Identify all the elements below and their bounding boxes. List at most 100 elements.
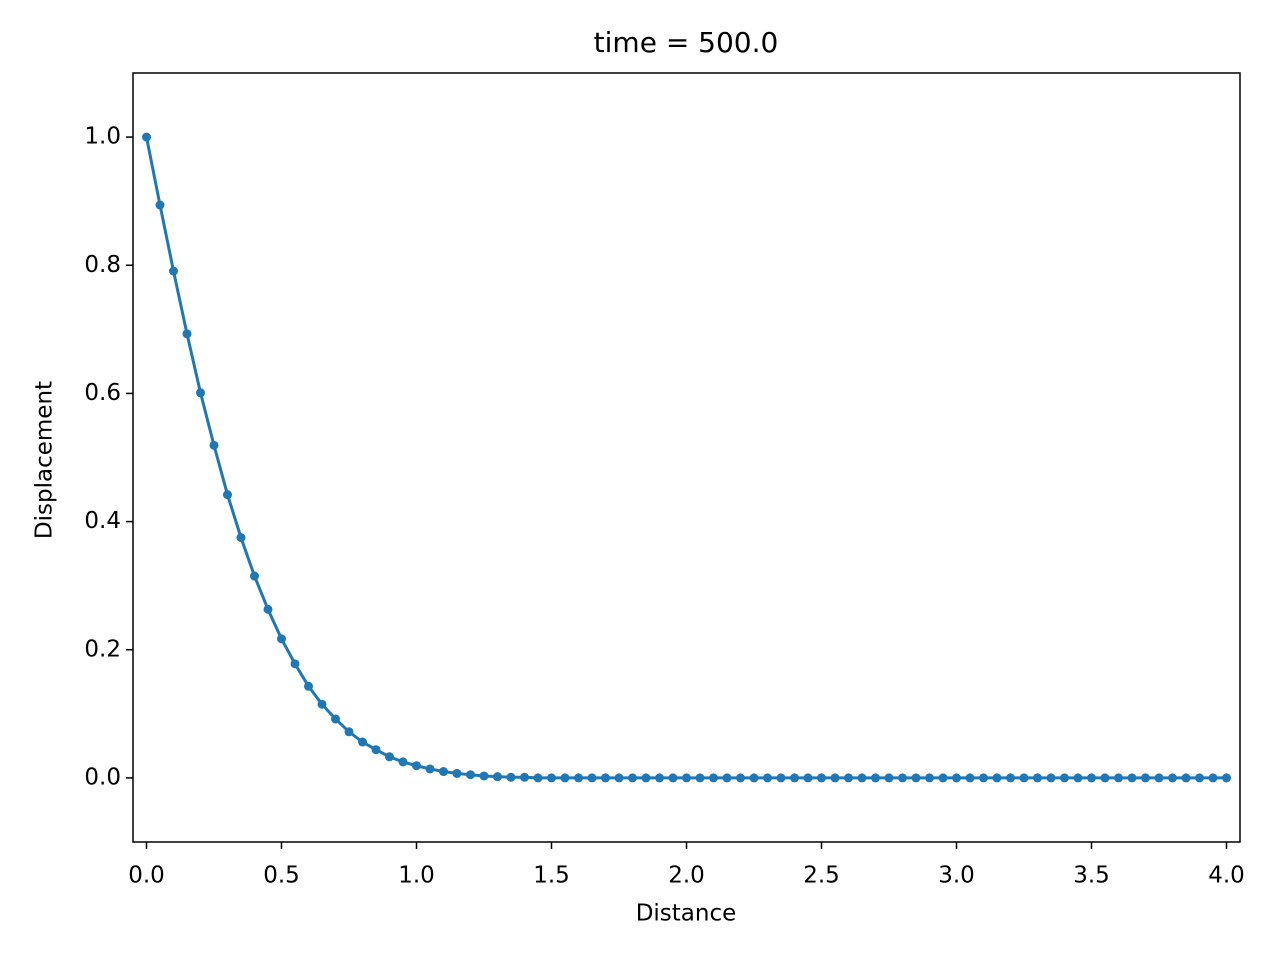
data-point — [155, 200, 165, 210]
data-point — [344, 727, 354, 737]
data-point — [790, 773, 799, 783]
data-point — [1100, 773, 1110, 783]
data-point — [182, 329, 192, 339]
data-point — [938, 773, 948, 783]
data-point — [1208, 773, 1218, 783]
data-point — [290, 659, 300, 669]
data-point — [520, 772, 529, 782]
data-point — [925, 773, 934, 783]
data-point — [898, 773, 907, 783]
y-tick-label: 0.8 — [84, 252, 121, 278]
x-tick-label: 3.0 — [938, 863, 975, 889]
data-point — [817, 773, 826, 783]
data-point — [358, 737, 367, 747]
data-point — [574, 773, 583, 783]
data-point — [277, 634, 286, 644]
data-point — [317, 699, 327, 709]
data-point — [965, 773, 975, 783]
data-point — [1073, 773, 1083, 783]
x-axis-label: Distance — [636, 901, 737, 927]
data-point — [1154, 773, 1164, 783]
x-tick-label: 4.0 — [1208, 863, 1245, 889]
data-point — [250, 571, 259, 581]
data-point — [1046, 773, 1056, 783]
y-tick-label: 0.2 — [84, 636, 121, 662]
data-point — [857, 773, 867, 783]
data-point — [1060, 773, 1069, 783]
y-tick-label: 0.4 — [84, 508, 121, 534]
data-point — [425, 764, 435, 774]
data-point — [331, 714, 340, 724]
chart-title: time = 500.0 — [594, 26, 779, 59]
y-tick-label: 1.0 — [84, 124, 121, 150]
data-point — [533, 773, 543, 783]
data-point — [911, 773, 921, 783]
data-point — [803, 773, 813, 783]
data-point — [1114, 773, 1123, 783]
data-point — [1222, 773, 1231, 783]
y-axis-label: Displacement — [32, 381, 58, 539]
plot-frame — [132, 72, 1241, 843]
data-point — [385, 752, 394, 762]
data-point — [560, 773, 570, 783]
data-point — [1195, 773, 1204, 783]
data-point — [479, 771, 489, 781]
data-point — [412, 761, 421, 771]
data-point — [830, 773, 840, 783]
data-point — [844, 773, 853, 783]
data-point — [587, 773, 597, 783]
data-point — [196, 388, 205, 398]
data-point — [452, 768, 462, 778]
x-tick-label: 0.0 — [128, 863, 165, 889]
x-tick-label: 2.5 — [803, 863, 840, 889]
data-point — [601, 773, 610, 783]
data-point — [641, 773, 651, 783]
data-point — [493, 772, 502, 782]
data-point — [371, 745, 381, 755]
data-point — [736, 773, 745, 783]
data-point — [169, 266, 178, 276]
data-point — [776, 773, 786, 783]
data-point — [668, 773, 678, 783]
data-point — [1141, 773, 1150, 783]
data-point — [1087, 773, 1096, 783]
data-point — [1033, 773, 1042, 783]
data-point — [304, 681, 313, 691]
x-tick-label: 1.0 — [398, 863, 435, 889]
data-point — [655, 773, 664, 783]
data-point — [263, 604, 273, 614]
data-point — [439, 767, 448, 777]
data-point — [722, 773, 732, 783]
data-point — [1168, 773, 1177, 783]
data-point — [209, 440, 219, 450]
data-point — [236, 533, 246, 543]
data-point — [709, 773, 718, 783]
data-point — [506, 772, 516, 782]
data-point — [547, 773, 556, 783]
data-point — [884, 773, 894, 783]
data-point — [1181, 773, 1191, 783]
data-point — [695, 773, 705, 783]
data-point — [614, 773, 624, 783]
data-point — [1127, 773, 1137, 783]
data-point — [1019, 773, 1029, 783]
data-point — [628, 773, 637, 783]
x-tick-label: 2.0 — [668, 863, 705, 889]
data-point — [682, 773, 691, 783]
data-point — [952, 773, 961, 783]
y-tick-label: 0.0 — [84, 764, 121, 790]
data-point — [749, 773, 759, 783]
x-tick-label: 1.5 — [533, 863, 570, 889]
data-point — [398, 757, 408, 767]
x-tick-label: 0.5 — [263, 863, 300, 889]
data-point — [1006, 773, 1015, 783]
data-point — [871, 773, 880, 783]
x-tick-label: 3.5 — [1073, 863, 1110, 889]
data-point — [466, 770, 475, 780]
data-point — [992, 773, 1002, 783]
data-point — [142, 132, 151, 142]
data-point — [763, 773, 772, 783]
data-point — [223, 490, 232, 500]
